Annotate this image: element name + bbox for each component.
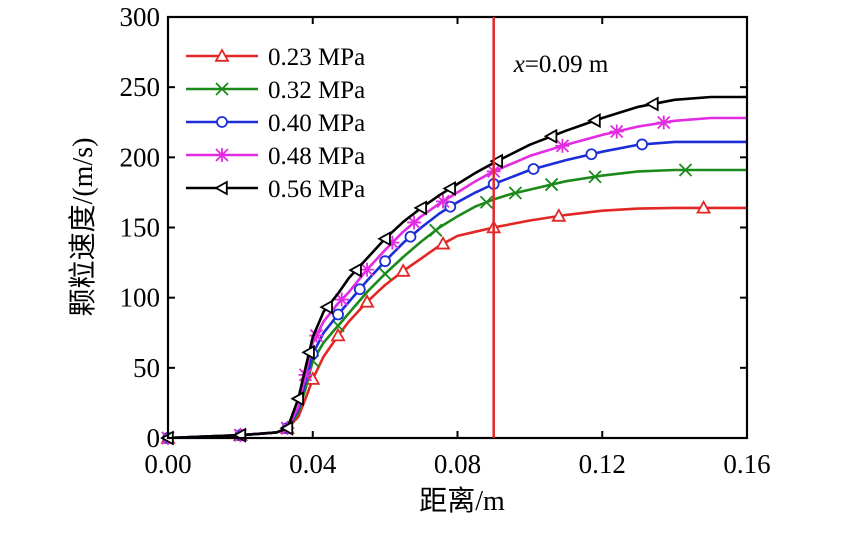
legend-item: 0.48 MPa [186,143,365,170]
data-point [279,420,294,436]
data-point [301,344,315,360]
series-line [167,116,747,440]
data-point [378,267,392,281]
legend-item: 0.56 MPa [186,176,365,203]
data-point [588,170,602,184]
data-point [309,328,324,343]
data-point [656,115,671,130]
data-point [442,180,456,197]
data-point [436,194,451,209]
y-tick-label: 250 [120,72,161,102]
y-tick-label: 300 [120,2,161,32]
data-point [330,327,346,342]
data-point [696,200,712,214]
data-point [360,262,375,277]
x-axis-title: 距离/m [419,485,505,517]
data-point [407,215,422,230]
annotation-layer: x=0.09 m [492,17,609,438]
data-point [489,153,504,169]
data-point [353,283,366,296]
data-point [645,96,659,112]
legend-item: 0.32 MPa [186,77,365,104]
data-point [609,124,624,139]
legend-item: 0.40 MPa [186,110,365,137]
data-point [444,200,457,213]
data-point [636,138,648,151]
legend-label: 0.56 MPa [268,176,365,203]
reference-line-label-var: x [513,51,525,78]
data-point [377,231,391,247]
series-4 [160,95,747,446]
plot-frame [166,15,749,440]
y-tick-label: 100 [120,283,161,313]
data-point [544,177,559,192]
legend: 0.23 MPa 0.32 MPa 0.40 MPa 0.48 MPa 0.56 MPa [186,44,365,203]
y-tick-label: 200 [120,142,161,172]
x-tick-label: 0.16 [723,449,770,479]
data-point [379,255,392,268]
legend-label: 0.23 MPa [268,44,365,71]
series-line [167,168,747,440]
data-point [404,230,417,243]
tick-layer: 0.00 0.04 0.08 0.12 0.16 0 50 100 150 200 250 300 [120,2,771,479]
series-0 [160,200,747,444]
y-tick-label: 50 [133,353,160,383]
data-point [429,223,443,237]
data-point [332,308,344,321]
series-line [167,95,747,440]
data-point [298,367,313,382]
reference-line-label-value: =0.09 m [525,51,609,78]
data-point [385,235,400,250]
y-tick-label: 0 [147,423,161,453]
data-point [543,128,558,144]
data-point [587,113,601,129]
x-tick-label: 0.00 [144,449,191,479]
data-point [359,294,375,308]
data-point [527,163,540,175]
legend-label: 0.48 MPa [268,143,365,170]
data-point [555,138,570,153]
y-axis-title: 颗粒速度/(m/s) [67,138,99,317]
legend-marker [215,148,229,162]
legend-label: 0.40 MPa [268,110,365,137]
reference-line-label: x=0.09 m [513,51,609,78]
data-point [395,263,411,277]
legend-marker [214,180,228,196]
legend-marker [214,48,230,62]
data-point [331,319,345,333]
data-point [585,148,598,161]
data-point [348,262,362,278]
x-tick-label: 0.08 [434,449,481,479]
data-point [319,299,333,315]
data-point [678,163,693,177]
data-point [334,292,349,307]
legend-item: 0.23 MPa [186,44,365,71]
y-tick-label: 150 [120,213,161,243]
x-tick-label: 0.04 [289,449,337,479]
data-point [551,208,567,222]
series-3 [161,115,747,445]
legend-marker [216,116,228,128]
legend-label: 0.32 MPa [268,77,365,104]
data-point [479,195,494,209]
data-point [508,186,523,200]
series-layer [160,95,747,446]
x-tick-label: 0.12 [579,449,626,479]
data-point [413,200,428,216]
data-point [435,235,451,250]
data-point [290,391,304,407]
series-line [167,206,747,440]
legend-marker [215,82,229,96]
series-line [167,140,747,440]
